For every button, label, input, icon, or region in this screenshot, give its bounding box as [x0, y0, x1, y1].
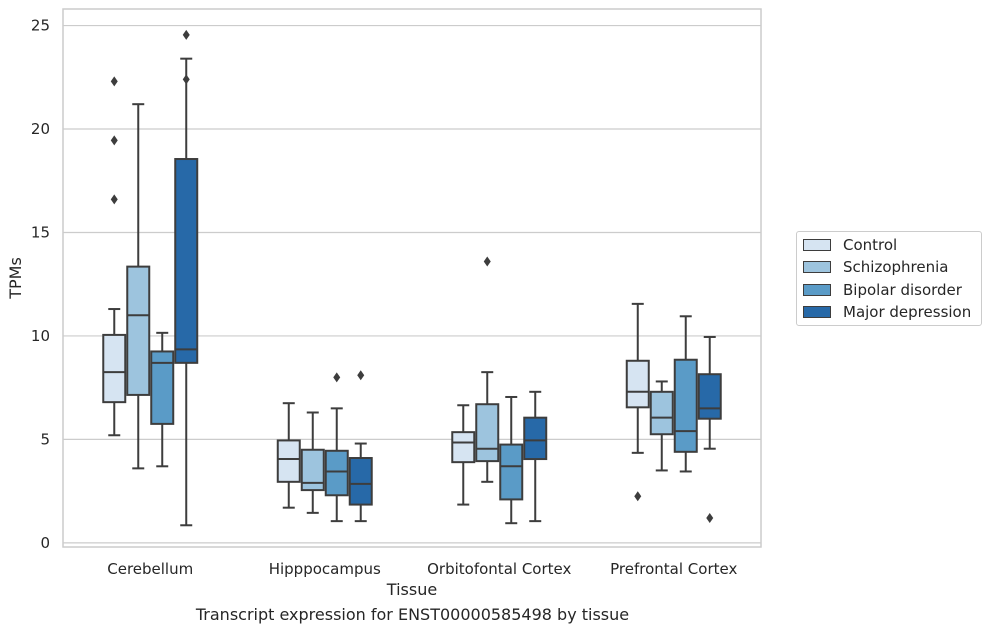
box-orbitofontal-cortex-control	[451, 404, 476, 506]
y-tick-label-5: 5	[40, 430, 50, 448]
iqr-box-cerebellum-schizophrenia	[126, 265, 151, 396]
iqr-box-cerebellum-control	[102, 333, 127, 404]
box-cerebellum-major-depression	[174, 29, 199, 527]
legend-label-major-depression: Major depression	[843, 303, 972, 321]
iqr-box-orbitofontal-cortex-major-depression	[523, 416, 548, 461]
outlier-orbitofontal-cortex-schizophrenia-0	[483, 256, 491, 267]
box-hipppocampus-bipolar-disorder	[324, 372, 349, 523]
box-hipppocampus-control	[276, 402, 301, 509]
outlier-cerebellum-control-1	[110, 135, 118, 146]
iqr-box-prefrontal-cortex-schizophrenia	[649, 390, 674, 436]
iqr-box-prefrontal-cortex-control	[625, 359, 650, 409]
outlier-prefrontal-cortex-major-depression-0	[706, 513, 714, 524]
iqr-box-orbitofontal-cortex-schizophrenia	[475, 403, 500, 463]
box-cerebellum-control	[102, 76, 127, 437]
box-plot-chart: 0 5 10 15 20 25 Cerebellum Hipppocampus Orbitof…	[6, 8, 762, 599]
iqr-box-hipppocampus-control	[276, 439, 301, 483]
iqr-box-prefrontal-cortex-bipolar-disorder	[673, 358, 698, 453]
iqr-box-hipppocampus-schizophrenia	[300, 448, 325, 492]
outlier-hipppocampus-major-depression-0	[357, 370, 365, 381]
iqr-box-cerebellum-bipolar-disorder	[150, 350, 175, 425]
y-tick-label-0: 0	[40, 534, 50, 552]
legend-item-control: Control	[803, 235, 897, 255]
x-tick-label-cerebellum: Cerebellum	[107, 560, 193, 578]
box-orbitofontal-cortex-major-depression	[523, 390, 548, 523]
iqr-box-orbitofontal-cortex-bipolar-disorder	[499, 443, 524, 501]
iqr-box-hipppocampus-major-depression	[348, 457, 373, 506]
y-axis-label: TPMs	[6, 257, 25, 300]
box-prefrontal-cortex-control	[625, 302, 650, 502]
boxes	[102, 29, 722, 527]
x-tick-label-prefrontal-cortex: Prefrontal Cortex	[610, 560, 737, 578]
box-hipppocampus-major-depression	[348, 370, 373, 523]
legend-item-bipolar-disorder: Bipolar disorder	[803, 280, 962, 300]
box-prefrontal-cortex-major-depression	[697, 335, 722, 524]
box-orbitofontal-cortex-bipolar-disorder	[499, 395, 524, 525]
legend: Control Schizophrenia Bipolar disorder M…	[796, 231, 982, 326]
x-axis-label: Tissue	[386, 580, 437, 599]
legend-label-control: Control	[843, 236, 898, 254]
outlier-cerebellum-major-depression-1	[182, 29, 190, 40]
y-tick-labels: 0 5 10 15 20 25	[31, 17, 50, 552]
outlier-cerebellum-control-2	[110, 76, 118, 87]
box-cerebellum-schizophrenia	[126, 103, 151, 470]
legend-swatch-control	[803, 239, 831, 251]
box-orbitofontal-cortex-schizophrenia	[475, 256, 500, 483]
iqr-box-hipppocampus-bipolar-disorder	[324, 449, 349, 497]
x-tick-label-hipppocampus: Hipppocampus	[269, 560, 381, 578]
y-tick-label-15: 15	[31, 223, 50, 241]
iqr-box-orbitofontal-cortex-control	[451, 431, 476, 464]
y-tick-label-10: 10	[31, 327, 50, 345]
y-tick-label-25: 25	[31, 17, 50, 35]
x-tick-label-orbitofontal-cortex: Orbitofontal Cortex	[427, 560, 571, 578]
box-hipppocampus-schizophrenia	[300, 411, 325, 514]
y-tick-label-20: 20	[31, 120, 50, 138]
iqr-box-prefrontal-cortex-major-depression	[697, 373, 722, 420]
legend-label-schizophrenia: Schizophrenia	[843, 258, 949, 276]
legend-label-bipolar-disorder: Bipolar disorder	[843, 281, 962, 299]
outlier-hipppocampus-bipolar-disorder-0	[333, 372, 341, 383]
legend-swatch-schizophrenia	[803, 261, 831, 273]
box-prefrontal-cortex-bipolar-disorder	[673, 315, 698, 473]
figure-caption: Transcript expression for ENST0000058549…	[195, 605, 630, 624]
outlier-cerebellum-major-depression-0	[182, 74, 190, 85]
legend-swatch-major-depression	[803, 306, 831, 318]
legend-item-major-depression: Major depression	[803, 302, 971, 322]
iqr-box-cerebellum-major-depression	[174, 158, 199, 364]
box-prefrontal-cortex-schizophrenia	[649, 380, 674, 472]
x-tick-labels: Cerebellum Hipppocampus Orbitofontal Corte…	[107, 560, 737, 578]
legend-item-schizophrenia: Schizophrenia	[803, 257, 948, 277]
legend-swatch-bipolar-disorder	[803, 284, 831, 296]
outlier-prefrontal-cortex-control-0	[634, 491, 642, 502]
box-cerebellum-bipolar-disorder	[150, 331, 175, 468]
outlier-cerebellum-control-0	[110, 194, 118, 205]
